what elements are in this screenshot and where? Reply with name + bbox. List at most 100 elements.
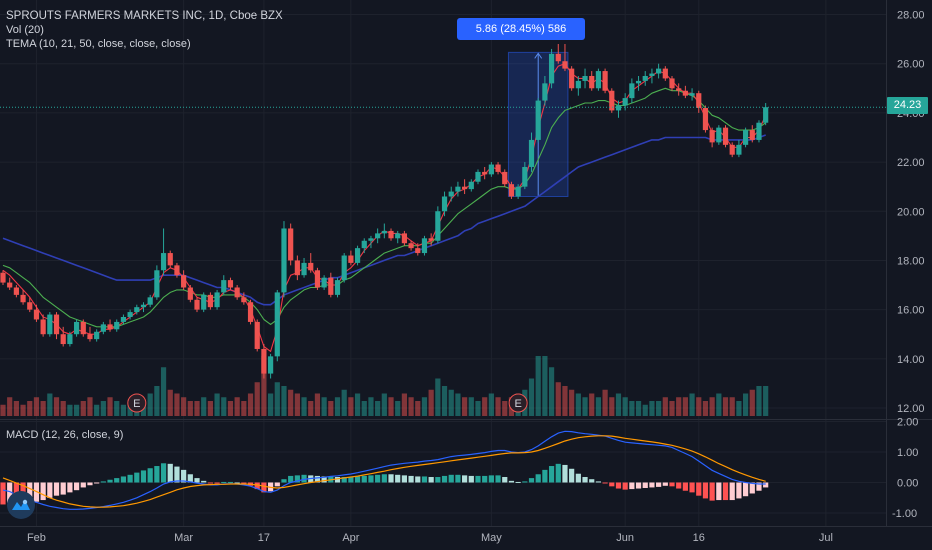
volume-bar xyxy=(20,404,26,416)
macd-histogram-bar xyxy=(87,482,93,486)
candle-body xyxy=(94,331,100,340)
volume-bar xyxy=(321,397,327,416)
candle-body xyxy=(114,321,120,330)
tema-21-line xyxy=(2,87,767,328)
macd-tick-label: 0.00 xyxy=(897,478,918,490)
volume-bar xyxy=(33,397,40,416)
candle-body xyxy=(127,312,133,318)
volume-bar xyxy=(649,401,655,416)
grid xyxy=(0,0,932,527)
candle-body xyxy=(334,280,341,295)
macd-histogram-bar xyxy=(40,482,46,501)
time-tick-label: Jul xyxy=(819,532,833,544)
macd-histogram-bar xyxy=(615,482,622,489)
volume-bar xyxy=(455,393,461,416)
macd-histogram-bar xyxy=(354,476,361,483)
macd-histogram-bar xyxy=(662,482,668,486)
candle-body xyxy=(729,144,735,155)
price-tick-label: 26.00 xyxy=(897,59,925,71)
volume-bar xyxy=(676,397,682,416)
macd-legend: MACD (12, 26, close, 9) xyxy=(6,428,123,442)
symbol-title[interactable]: SPROUTS FARMERS MARKETS INC, 1D, Cboe BZ… xyxy=(6,10,283,22)
macd-histogram-bar xyxy=(696,482,702,496)
volume-bar xyxy=(227,401,234,416)
axes: 12.0014.0016.0018.0020.0022.0024.0026.00… xyxy=(0,10,925,544)
candle-body xyxy=(689,93,695,96)
candle-body xyxy=(742,130,749,145)
volume-bar xyxy=(729,397,735,416)
candle-body xyxy=(348,255,354,263)
tema-legend[interactable]: TEMA (10, 21, 50, close, close, close) xyxy=(6,38,191,50)
tradingview-logo-icon[interactable] xyxy=(7,491,35,519)
macd-histogram-bar xyxy=(0,482,6,505)
volume-bar xyxy=(154,386,160,416)
candle-body xyxy=(281,228,287,293)
macd-tick-label: -1.00 xyxy=(892,508,917,520)
candle-body xyxy=(682,90,688,96)
volume-bar xyxy=(421,397,428,416)
candle-body xyxy=(642,75,648,81)
volume-bar xyxy=(47,393,53,416)
volume-bar xyxy=(87,397,93,416)
volume-bar xyxy=(569,389,575,416)
candle-body xyxy=(542,83,548,101)
macd-histogram-bar xyxy=(67,482,73,493)
candle-body xyxy=(67,334,73,345)
macd-histogram-bar xyxy=(187,474,193,483)
candle-body xyxy=(676,88,682,91)
macd-histogram-bar xyxy=(716,482,722,501)
macd-histogram-bar xyxy=(381,474,387,483)
volume-bar xyxy=(187,401,193,416)
volume-bar xyxy=(475,401,481,416)
macd-histogram-bar xyxy=(234,482,240,484)
candle-body xyxy=(522,166,528,187)
macd-histogram-bar xyxy=(448,474,454,483)
macd-label[interactable]: MACD (12, 26, close, 9) xyxy=(6,429,124,441)
candle-body xyxy=(207,294,213,308)
macd-histogram-bar xyxy=(294,475,300,483)
volume-bar xyxy=(308,401,314,416)
macd-histogram-bar xyxy=(73,482,80,491)
candle-body xyxy=(100,324,106,332)
candle-body xyxy=(201,294,207,310)
candle-body xyxy=(140,304,147,308)
volume-bar xyxy=(120,404,127,416)
macd-histogram-bar xyxy=(729,482,735,501)
macd-histogram-bar xyxy=(462,475,468,483)
candle-body xyxy=(301,262,307,276)
volume-bar xyxy=(763,386,769,416)
macd-histogram-bar xyxy=(475,475,481,483)
candle-body xyxy=(508,184,515,197)
volume-bar xyxy=(194,401,200,416)
candle-body xyxy=(181,275,187,288)
macd-histogram-bar xyxy=(395,474,401,483)
macd-histogram-bar xyxy=(140,470,147,483)
volume-bar xyxy=(368,397,374,416)
candle-body xyxy=(528,139,535,167)
macd-histogram-bar xyxy=(709,482,715,501)
macd-histogram-bar xyxy=(555,463,561,483)
candle-body xyxy=(60,334,66,345)
candle-body xyxy=(53,314,60,335)
macd-histogram-bar xyxy=(515,481,521,483)
macd-histogram-bar xyxy=(134,472,140,483)
candle-body xyxy=(375,233,381,239)
candle-body xyxy=(0,272,6,283)
tema-50-line xyxy=(2,134,766,306)
candle-body xyxy=(120,317,127,322)
macd-histogram-bar xyxy=(595,481,602,483)
time-tick-label: Jun xyxy=(616,532,634,544)
candle-body xyxy=(214,292,220,308)
volume-bar xyxy=(642,404,648,416)
price-tick-label: 12.00 xyxy=(897,403,925,415)
macd-histogram-bar xyxy=(441,475,448,483)
volume-bar xyxy=(562,386,568,416)
macd-histogram-bar xyxy=(401,475,407,483)
macd-histogram-bar xyxy=(722,482,729,501)
volume-bar xyxy=(462,397,468,416)
volume-bar xyxy=(234,397,240,416)
macd-histogram-bar xyxy=(361,475,367,483)
candle-body xyxy=(321,277,327,288)
volume-legend[interactable]: Vol (20) xyxy=(6,24,44,36)
